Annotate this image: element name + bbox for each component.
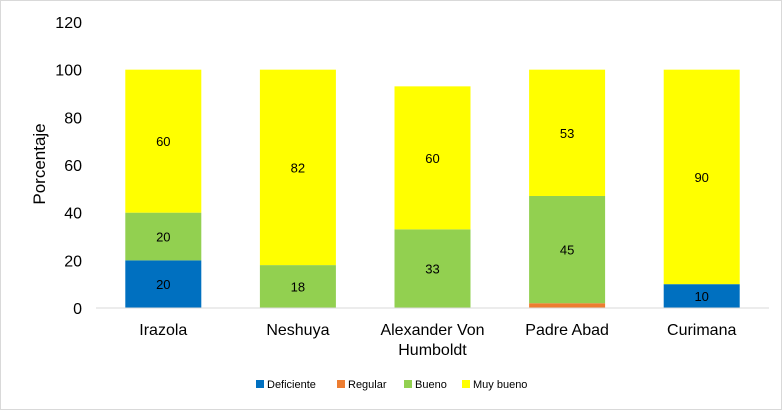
bar-segment [125, 69, 202, 213]
legend-swatch [256, 380, 264, 388]
y-tick-label: 60 [64, 158, 82, 175]
x-tick-label: Alexander Von Humboldt [380, 322, 484, 359]
data-label: 60 [425, 151, 439, 166]
legend-swatch [462, 380, 470, 388]
x-tick-label: Curimana [667, 322, 736, 339]
data-label: 90 [694, 170, 708, 185]
x-tick-label: Padre Abad [525, 322, 609, 339]
y-tick-label: 80 [64, 110, 82, 127]
bar-segment [125, 212, 202, 261]
y-axis-label: Porcentaje [30, 123, 49, 204]
y-tick-label: 0 [73, 301, 82, 318]
y-axis: 0 20 40 60 80 100 120 [55, 15, 82, 318]
bar-segment [394, 229, 471, 308]
data-label: 20 [156, 230, 170, 245]
bar-segment [259, 265, 336, 308]
legend-label: Muy bueno [473, 379, 527, 391]
data-label: 60 [156, 134, 170, 149]
legend-swatch [337, 380, 345, 388]
x-axis-labels: Irazola Neshuya Alexander Von Humboldt Padre… [139, 322, 736, 359]
y-tick-label: 40 [64, 206, 82, 223]
data-label: 33 [425, 262, 439, 277]
bar-segment [663, 284, 740, 308]
legend-swatch [404, 380, 412, 388]
bars: 20 20 60 18 82 33 60 45 53 10 90 [125, 69, 740, 308]
data-label: 10 [694, 289, 708, 304]
x-tick-label: Neshuya [266, 322, 329, 339]
legend-label: Deficiente [267, 379, 316, 391]
bar-segment [663, 69, 740, 285]
x-tick-label: Irazola [139, 322, 187, 339]
data-label: 45 [560, 243, 574, 258]
bar-segment [529, 303, 606, 308]
data-label: 82 [291, 160, 305, 175]
y-tick-label: 100 [55, 63, 82, 80]
legend: Deficiente Regular Bueno Muy bueno [256, 379, 527, 391]
bar-segment [529, 195, 606, 304]
data-label: 53 [560, 126, 574, 141]
bar-segment [529, 69, 606, 196]
bar-segment [394, 86, 471, 230]
legend-label: Regular [348, 379, 387, 391]
data-label: 20 [156, 277, 170, 292]
y-tick-label: 20 [64, 253, 82, 270]
bar-segment [125, 260, 202, 308]
bar-segment [259, 69, 336, 266]
legend-label: Bueno [415, 379, 447, 391]
data-label: 18 [291, 280, 305, 295]
y-tick-label: 120 [55, 15, 82, 32]
